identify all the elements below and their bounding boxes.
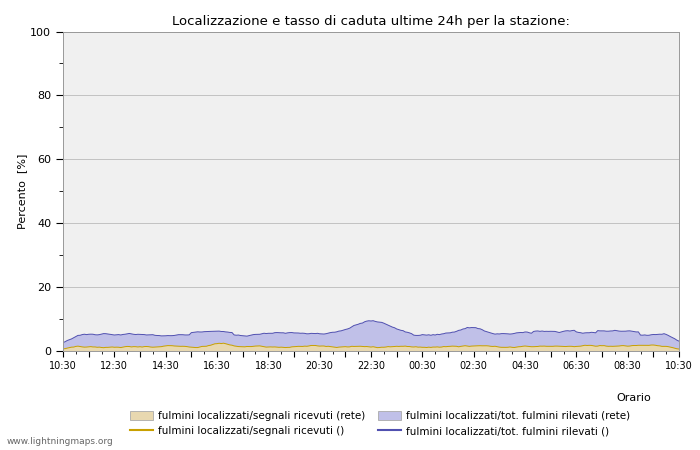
Text: Orario: Orario [616,393,651,403]
Y-axis label: Percento  [%]: Percento [%] [18,153,27,229]
Text: www.lightningmaps.org: www.lightningmaps.org [7,436,113,446]
Title: Localizzazione e tasso di caduta ultime 24h per la stazione:: Localizzazione e tasso di caduta ultime … [172,14,570,27]
Legend: fulmini localizzati/segnali ricevuti (rete), fulmini localizzati/segnali ricevut: fulmini localizzati/segnali ricevuti (re… [130,410,630,436]
